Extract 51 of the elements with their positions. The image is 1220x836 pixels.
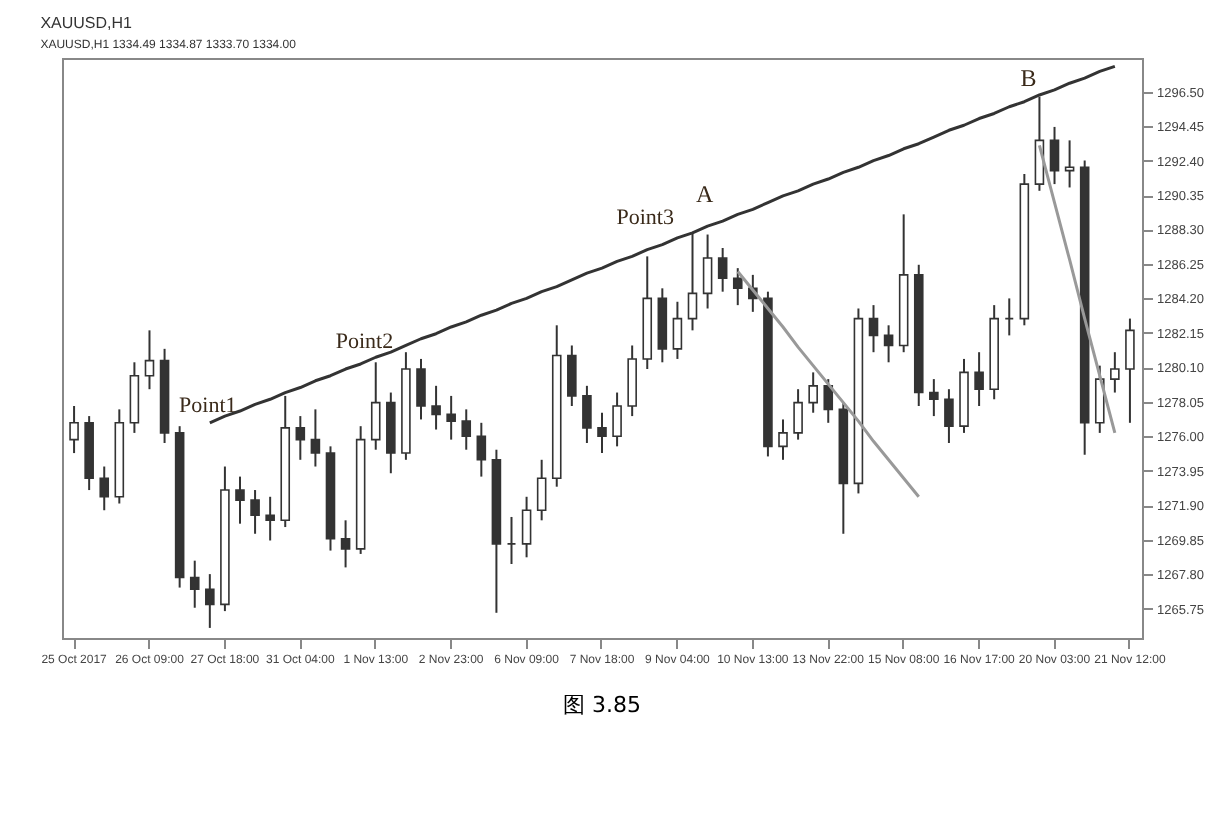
candlestick [732,267,743,307]
candlestick [929,378,939,418]
candlestick [808,371,818,414]
candlestick [702,233,713,310]
candlestick [536,458,547,522]
candlestick [1049,125,1060,186]
candlestick [778,418,788,461]
candlestick [416,357,426,421]
candlestick [431,384,441,431]
candlestick [612,391,622,448]
candlestick [793,388,803,441]
chart-title: XAUUSD,H1 [40,14,134,32]
candlestick [582,384,592,444]
annotation: Point2 [335,330,394,355]
candlestick [627,344,637,418]
candlestick [717,246,728,293]
annotation: Point3 [616,205,675,230]
candlestick [1064,139,1075,189]
candlestick [974,351,984,407]
candlestick [99,465,110,512]
candlestick [340,519,351,569]
candlestick [521,495,532,559]
candlestick [295,415,306,461]
candlestick [1125,317,1135,424]
annotation: Point1 [179,394,237,418]
candlestick [1094,364,1105,434]
candlestick [69,405,79,455]
candlestick [310,408,321,468]
candlestick [823,378,834,424]
candlestick [461,408,472,451]
candlestick [265,495,275,542]
candlestick [883,324,894,364]
candlestick [446,394,456,441]
candlestick [205,573,215,629]
candlestick [129,361,140,434]
candlestick [476,421,487,478]
candlestick [250,489,260,535]
candlestick [687,231,698,332]
candlestick [597,411,607,455]
annotation: A [695,180,714,209]
candlestick [567,344,577,407]
candlestick [144,329,155,391]
line-series [736,270,921,499]
candlestick [868,304,879,354]
candlestick [944,388,954,444]
annotation: B [1020,64,1037,93]
candlestick [1110,351,1120,394]
candlestick [189,559,200,609]
caption: 图 3.85 [563,692,641,718]
candlestick [235,475,245,525]
candlestick [672,300,683,360]
